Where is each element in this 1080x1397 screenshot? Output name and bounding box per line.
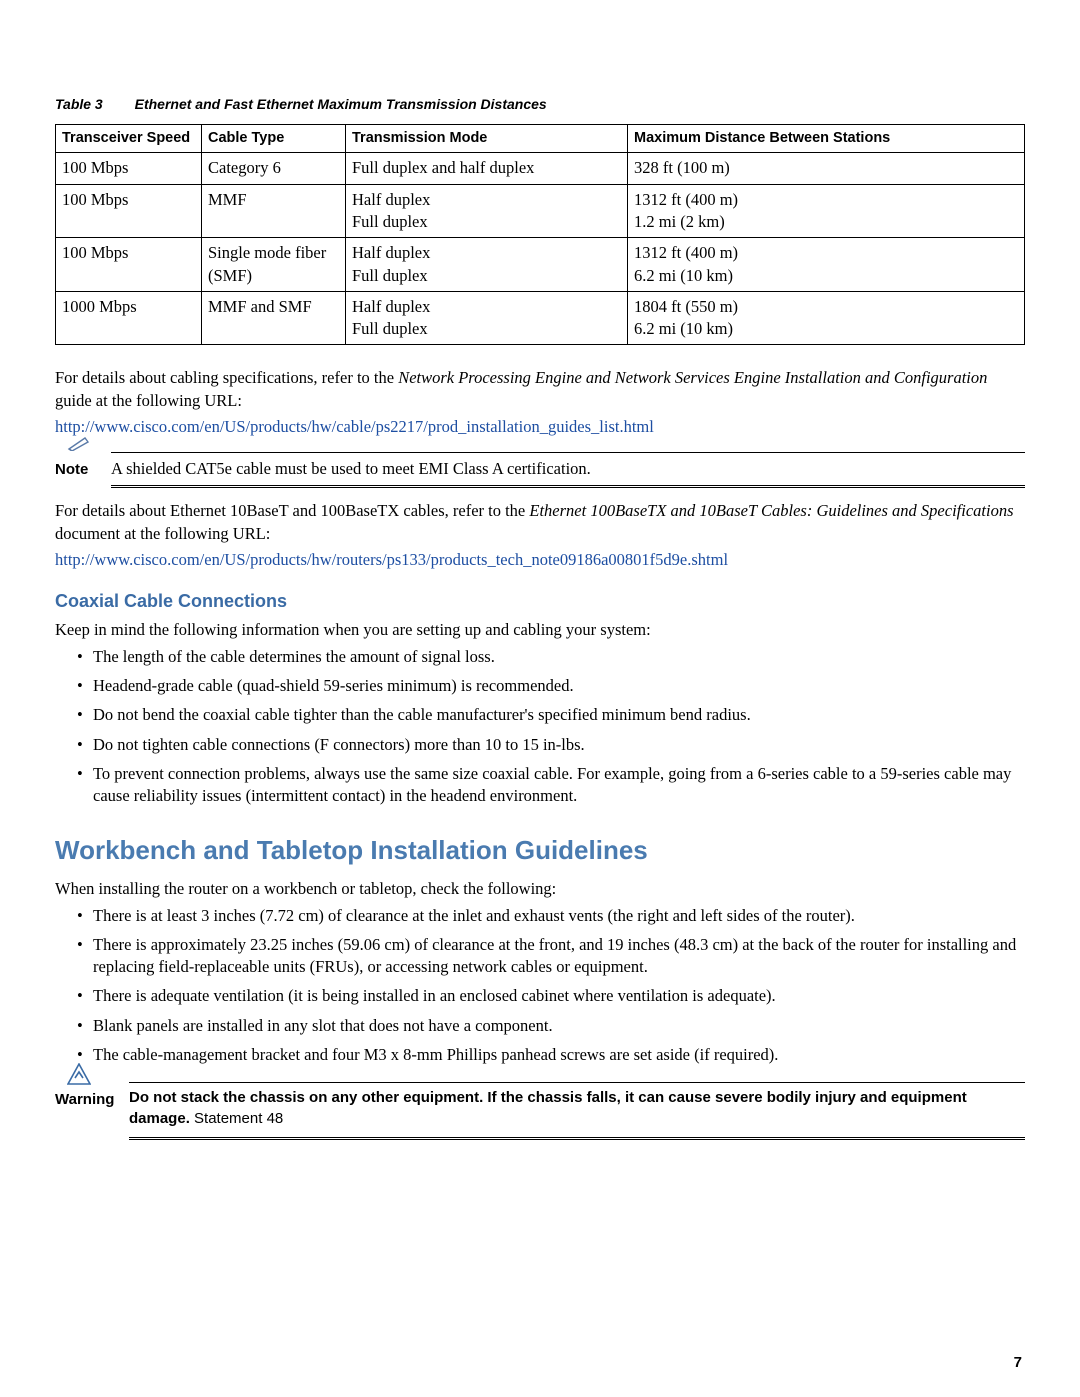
warning-icon [67, 1063, 91, 1085]
table-cell: 1312 ft (400 m)1.2 mi (2 km) [628, 184, 1025, 238]
workbench-intro: When installing the router on a workbenc… [55, 878, 1025, 900]
text: guide at the following URL: [55, 391, 242, 410]
list-item: There is adequate ventilation (it is bei… [77, 985, 1025, 1007]
warning-body: Do not stack the chassis on any other eq… [129, 1082, 1025, 1138]
table-caption: Table 3 Ethernet and Fast Ethernet Maxim… [55, 95, 1025, 114]
list-item: Do not tighten cable connections (F conn… [77, 734, 1025, 756]
table-cell: 100 Mbps [56, 184, 202, 238]
cabling-detail-para: For details about cabling specifications… [55, 367, 1025, 412]
warning-statement: Statement 48 [190, 1110, 283, 1127]
note-text: A shielded CAT5e cable must be used to m… [111, 459, 591, 478]
page-number: 7 [1014, 1353, 1022, 1373]
list-item: The cable-management bracket and four M3… [77, 1044, 1025, 1066]
table-cell: Full duplex and half duplex [346, 153, 628, 184]
ethernet-distances-table: Transceiver Speed Cable Type Transmissio… [55, 124, 1025, 345]
table-cell: Category 6 [202, 153, 346, 184]
coax-list: The length of the cable determines the a… [55, 646, 1025, 808]
table-cell: Half duplexFull duplex [346, 184, 628, 238]
text: For details about cabling specifications… [55, 368, 398, 387]
doc-title-italic: Ethernet 100BaseTX and 10BaseT Cables: G… [529, 501, 1013, 520]
doc-title-italic: Network Processing Engine and Network Se… [398, 368, 987, 387]
list-item: There is approximately 23.25 inches (59.… [77, 934, 1025, 979]
warning-block: Warning Do not stack the chassis on any … [55, 1082, 1025, 1138]
note-body: A shielded CAT5e cable must be used to m… [111, 452, 1025, 486]
table-cell: Half duplexFull duplex [346, 291, 628, 345]
col-header: Cable Type [202, 124, 346, 153]
table-title: Ethernet and Fast Ethernet Maximum Trans… [135, 96, 547, 112]
link-line: http://www.cisco.com/en/US/products/hw/c… [55, 416, 1025, 438]
col-header: Maximum Distance Between Stations [628, 124, 1025, 153]
warning-label: Warning [55, 1082, 115, 1110]
link-line: http://www.cisco.com/en/US/products/hw/r… [55, 549, 1025, 571]
workbench-heading: Workbench and Tabletop Installation Guid… [55, 833, 1025, 868]
workbench-list: There is at least 3 inches (7.72 cm) of … [55, 905, 1025, 1067]
table-cell: 1804 ft (550 m)6.2 mi (10 km) [628, 291, 1025, 345]
list-item: The length of the cable determines the a… [77, 646, 1025, 668]
table-cell: Half duplexFull duplex [346, 238, 628, 292]
list-item: There is at least 3 inches (7.72 cm) of … [77, 905, 1025, 927]
col-header: Transmission Mode [346, 124, 628, 153]
col-header: Transceiver Speed [56, 124, 202, 153]
table-cell: Single mode fiber (SMF) [202, 238, 346, 292]
table-cell: 328 ft (100 m) [628, 153, 1025, 184]
list-item: Blank panels are installed in any slot t… [77, 1015, 1025, 1037]
table-row: 100 MbpsMMFHalf duplexFull duplex1312 ft… [56, 184, 1025, 238]
table-cell: 1000 Mbps [56, 291, 202, 345]
coax-intro: Keep in mind the following information w… [55, 619, 1025, 641]
table-cell: 100 Mbps [56, 238, 202, 292]
note-block: Note A shielded CAT5e cable must be used… [55, 452, 1025, 486]
note-label: Note [55, 452, 97, 480]
table-cell: MMF and SMF [202, 291, 346, 345]
table-cell: MMF [202, 184, 346, 238]
table-row: 1000 MbpsMMF and SMFHalf duplexFull dupl… [56, 291, 1025, 345]
table-row: 100 MbpsCategory 6Full duplex and half d… [56, 153, 1025, 184]
pencil-icon [67, 435, 91, 451]
coax-heading: Coaxial Cable Connections [55, 589, 1025, 613]
cisco-link-1[interactable]: http://www.cisco.com/en/US/products/hw/c… [55, 417, 654, 436]
ethernet-cables-para: For details about Ethernet 10BaseT and 1… [55, 500, 1025, 545]
table-cell: 100 Mbps [56, 153, 202, 184]
list-item: Headend-grade cable (quad-shield 59-seri… [77, 675, 1025, 697]
text: document at the following URL: [55, 524, 270, 543]
text: For details about Ethernet 10BaseT and 1… [55, 501, 529, 520]
cisco-link-2[interactable]: http://www.cisco.com/en/US/products/hw/r… [55, 550, 728, 569]
list-item: To prevent connection problems, always u… [77, 763, 1025, 808]
list-item: Do not bend the coaxial cable tighter th… [77, 704, 1025, 726]
table-number: Table 3 [55, 96, 103, 112]
table-cell: 1312 ft (400 m)6.2 mi (10 km) [628, 238, 1025, 292]
table-row: 100 MbpsSingle mode fiber (SMF)Half dupl… [56, 238, 1025, 292]
